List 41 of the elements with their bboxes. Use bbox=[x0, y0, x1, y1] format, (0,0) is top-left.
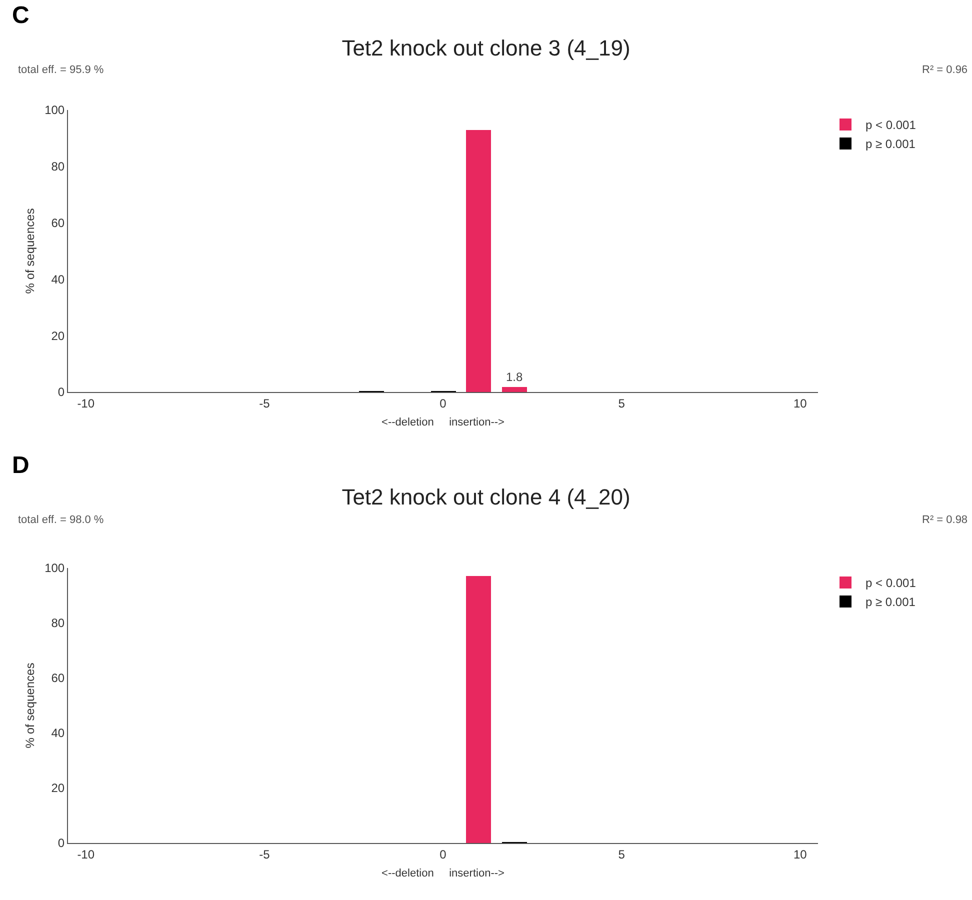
x-tick-label: 0 bbox=[440, 847, 447, 862]
text: total eff. = 98.0 % bbox=[18, 514, 104, 526]
chart-title: Tet2 knock out clone 3 (4_19) bbox=[342, 36, 630, 61]
y-tick-label: 0 bbox=[58, 385, 65, 400]
y-tick-label: 40 bbox=[51, 272, 65, 286]
x-tick-label: -10 bbox=[77, 396, 95, 410]
y-axis-title: % of sequences bbox=[23, 208, 37, 294]
x-tick-label: -5 bbox=[259, 396, 270, 410]
y-tick-label: 100 bbox=[44, 103, 65, 118]
text: total eff. = 95.9 % bbox=[18, 64, 104, 76]
text: R² = 0.96 bbox=[922, 64, 968, 76]
data-label: 1.8 bbox=[506, 370, 524, 384]
y-tick-label: 100 bbox=[44, 561, 65, 576]
y-tick-label: 60 bbox=[51, 671, 65, 686]
y-tick-label: 40 bbox=[51, 726, 65, 740]
y-tick-label: 80 bbox=[51, 616, 65, 630]
x-tick-label: -5 bbox=[259, 847, 270, 862]
text: R² = 0.98 bbox=[922, 514, 968, 526]
x-tick-label: 5 bbox=[618, 396, 626, 410]
y-tick-label: 80 bbox=[51, 160, 65, 174]
bar bbox=[502, 387, 527, 392]
x-tick-label: 10 bbox=[793, 847, 808, 862]
legend-label: p < 0.001 bbox=[866, 576, 916, 590]
bar bbox=[466, 130, 491, 392]
x-tick-label: 10 bbox=[793, 396, 808, 410]
legend-label: p ≥ 0.001 bbox=[866, 137, 916, 152]
x-tick-label: 5 bbox=[618, 847, 626, 862]
x-tick-label: -10 bbox=[77, 847, 95, 862]
y-tick-label: 0 bbox=[58, 836, 65, 850]
y-tick-label: 60 bbox=[51, 216, 65, 230]
chart-title: Tet2 knock out clone 4 (4_20) bbox=[342, 484, 630, 510]
legend-label: p < 0.001 bbox=[866, 118, 916, 132]
y-axis-title: % of sequences bbox=[23, 662, 37, 748]
legend-label: p ≥ 0.001 bbox=[866, 595, 916, 610]
x-axis-title: <--deletion insertion--> bbox=[382, 868, 504, 880]
y-tick-label: 20 bbox=[51, 328, 65, 343]
y-tick-label: 20 bbox=[51, 781, 65, 796]
x-axis-title: <--deletion insertion--> bbox=[382, 416, 504, 429]
text: D bbox=[12, 452, 30, 479]
text: C bbox=[12, 2, 30, 29]
x-tick-label: 0 bbox=[440, 396, 447, 410]
